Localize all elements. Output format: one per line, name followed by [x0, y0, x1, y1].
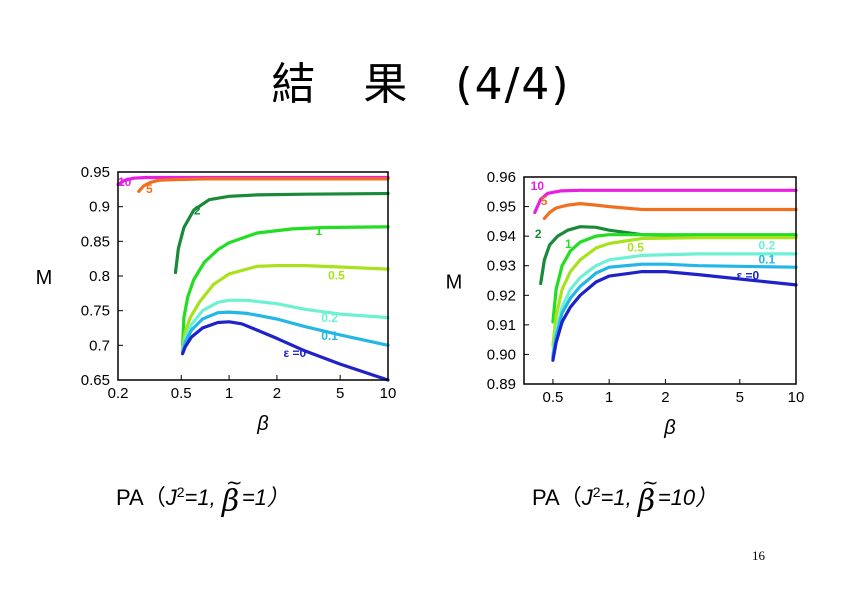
slide-title: 結 果 (4/4) — [271, 59, 571, 110]
series-line-2 — [173, 191, 390, 275]
series-line-5 — [551, 252, 798, 356]
y-tick-label: 0.65 — [81, 372, 110, 389]
beta-letter: β — [221, 484, 240, 519]
series-line-1 — [137, 177, 390, 193]
x-tick-label: 10 — [788, 389, 805, 406]
caption-sup: 2 — [592, 484, 601, 500]
y-tick-label: 0.8 — [89, 268, 110, 285]
x-tick-label: 0.2 — [108, 385, 129, 402]
x-tick-label: 1 — [225, 385, 233, 402]
y-tick-label: 0.95 — [81, 164, 110, 181]
series-label-2: 2 — [194, 203, 201, 217]
x-tick-label: 5 — [336, 385, 344, 402]
y-tick-label: 0.91 — [487, 317, 516, 334]
series-line-4 — [181, 263, 390, 351]
page-number: 16 — [752, 548, 765, 563]
series-label-1: 5 — [146, 182, 153, 196]
x-tick-label: 5 — [736, 389, 744, 406]
caption-prefix: PA（ — [532, 485, 582, 510]
plot-frame — [117, 171, 389, 381]
series-label-1: 5 — [541, 194, 548, 208]
series-line-6 — [181, 310, 390, 354]
series-label-6: 0.1 — [759, 252, 776, 266]
plot-frame — [523, 176, 797, 385]
series-label-7: ε =0 — [283, 346, 306, 360]
series-line-7 — [181, 320, 390, 382]
series-label-5: 0.2 — [759, 238, 776, 252]
series-line-3 — [181, 225, 390, 347]
tilde-mark: ~ — [225, 470, 243, 494]
series-label-0: 10 — [531, 179, 545, 193]
chart-left: 10 5 2 1 0.5 0.2 0.1 ε =0 0.2 0.5 1 2 5 10 0.65 0.7 0.75… — [36, 164, 397, 435]
caption-mid: =1, — [600, 485, 638, 510]
y-tick-label: 0.95 — [487, 199, 516, 216]
y-axis-label: M — [36, 267, 53, 289]
beta-letter: β — [637, 484, 656, 519]
x-tick-label: 2 — [661, 389, 669, 406]
series-label-3: 1 — [316, 224, 323, 238]
caption-prefix: PA（ — [116, 485, 166, 510]
caption-sup: 2 — [176, 484, 185, 500]
series-label-0: 10 — [118, 175, 132, 189]
caption-mid: =1, — [184, 485, 222, 510]
caption-j: J — [581, 485, 593, 510]
x-axis-label: β — [663, 417, 675, 439]
x-axis-label: β — [256, 413, 268, 435]
series-line-7 — [551, 269, 798, 362]
y-tick-label: 0.7 — [89, 337, 110, 354]
series-label-4: 0.5 — [328, 268, 345, 282]
x-tick-label: 2 — [273, 385, 281, 402]
tilde-mark: ~ — [641, 470, 659, 494]
x-tick-label: 1 — [605, 389, 613, 406]
caption-suffix: =1） — [241, 485, 289, 510]
y-tick-label: 0.9 — [89, 199, 110, 216]
x-tick-label: 0.5 — [171, 385, 192, 402]
caption-left: PA（J2=1, ~ β =1） — [116, 470, 289, 519]
series-label-2: 2 — [535, 227, 542, 241]
y-tick-label: 0.94 — [487, 228, 516, 245]
y-tick-label: 0.96 — [487, 169, 516, 186]
series-line-3 — [551, 233, 798, 324]
caption-suffix: =10） — [657, 485, 718, 510]
y-tick-label: 0.92 — [487, 287, 516, 304]
series-line-4 — [551, 235, 798, 348]
caption-right: PA（J2=1, ~ β =10） — [532, 470, 718, 519]
series-label-5: 0.2 — [321, 311, 338, 325]
series-label-6: 0.1 — [321, 329, 338, 343]
y-tick-label: 0.90 — [487, 346, 516, 363]
x-tick-label: 0.5 — [543, 389, 564, 406]
series-label-3: 1 — [565, 237, 572, 251]
series-line-1 — [542, 201, 798, 221]
y-tick-label: 0.85 — [81, 233, 110, 250]
series-label-7: ε =0 — [736, 269, 759, 283]
series-line-0 — [533, 188, 798, 215]
beta-tilde-symbol: ~ β — [221, 470, 243, 519]
series-line-5 — [181, 298, 390, 353]
x-tick-label: 10 — [380, 385, 397, 402]
y-tick-label: 0.89 — [487, 376, 516, 393]
beta-tilde-symbol: ~ β — [637, 470, 659, 519]
series-line-6 — [551, 262, 798, 359]
y-tick-label: 0.75 — [81, 303, 110, 320]
caption-j: J — [165, 485, 177, 510]
series-label-4: 0.5 — [627, 241, 644, 255]
y-axis-label: M — [446, 272, 463, 294]
y-tick-label: 0.93 — [487, 258, 516, 275]
